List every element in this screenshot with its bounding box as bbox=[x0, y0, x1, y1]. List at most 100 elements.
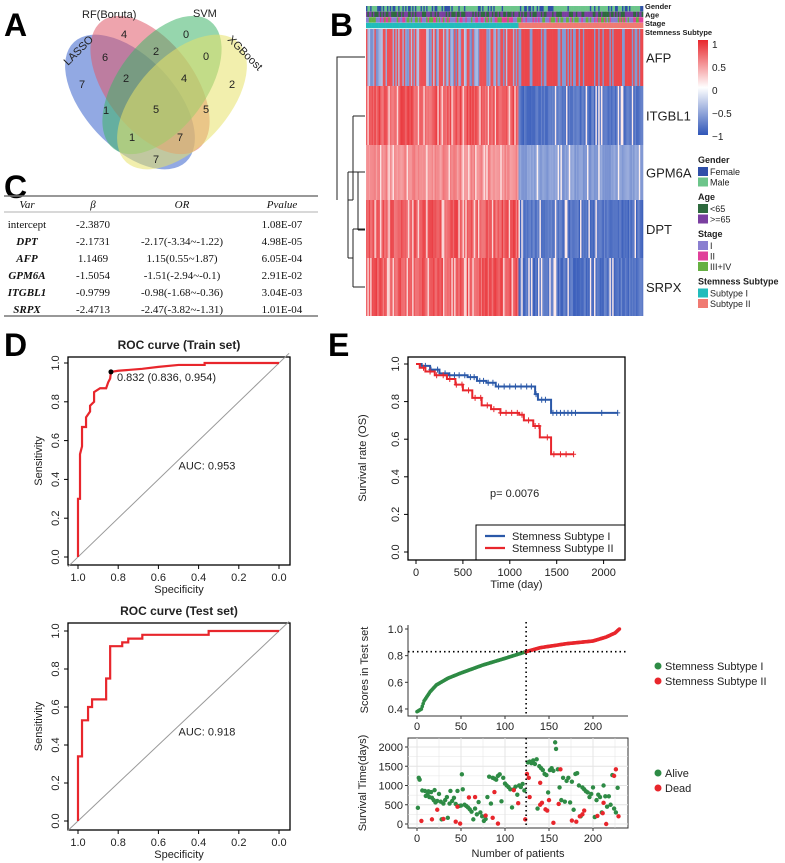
heatmap-cell bbox=[601, 145, 603, 200]
heatmap-cell bbox=[584, 29, 586, 86]
heatmap-cell bbox=[463, 200, 466, 258]
annotation-cell bbox=[564, 17, 567, 23]
alive-point bbox=[474, 812, 480, 817]
heatmap-cell bbox=[619, 29, 621, 86]
heatmap-cell bbox=[624, 145, 627, 200]
x-tick-label: 0.4 bbox=[191, 837, 206, 849]
heatmap-cell bbox=[571, 200, 574, 258]
annotation-cell bbox=[449, 6, 452, 12]
heatmap-cell bbox=[412, 258, 414, 316]
heatmap-cell bbox=[452, 145, 455, 200]
x-tick-label: 0.0 bbox=[271, 837, 286, 849]
legend-dot bbox=[654, 784, 662, 792]
annotation-cell bbox=[423, 11, 426, 17]
heatmap-cell bbox=[385, 200, 388, 258]
annotation-cell bbox=[385, 22, 388, 29]
annotation-cell bbox=[458, 22, 461, 29]
annotation-cell bbox=[603, 11, 606, 17]
heatmap-cell bbox=[608, 258, 610, 316]
heatmap-cell bbox=[508, 145, 511, 200]
heatmap-cell bbox=[536, 29, 539, 86]
annotation-cell bbox=[494, 11, 497, 17]
heatmap-cell bbox=[371, 29, 374, 86]
heatmap-cell bbox=[454, 29, 456, 86]
heatmap-cell bbox=[379, 29, 382, 86]
heatmap-cell bbox=[578, 29, 581, 86]
annotation-cell bbox=[617, 17, 620, 23]
table-cell-or: -0.98(-1.68~-0.36) bbox=[141, 287, 223, 299]
censor-mark bbox=[466, 387, 472, 394]
annotation-cell bbox=[379, 22, 382, 29]
censor-mark bbox=[459, 381, 465, 388]
heatmap-cell bbox=[480, 145, 483, 200]
annotation-cell bbox=[584, 11, 586, 17]
annotation-cell bbox=[603, 22, 606, 29]
annotation-cell bbox=[431, 17, 434, 23]
dead-point bbox=[466, 795, 472, 800]
annotation-cell bbox=[452, 6, 455, 12]
heatmap-cell bbox=[399, 86, 402, 145]
x-tick-label: 200 bbox=[584, 721, 602, 733]
heatmap-cell bbox=[540, 86, 543, 145]
annotation-cell bbox=[477, 6, 480, 12]
annotation-cell bbox=[594, 22, 596, 29]
heatmap-cell bbox=[629, 145, 631, 200]
annotation-cell bbox=[451, 17, 454, 23]
heatmap-cell bbox=[403, 29, 406, 86]
heatmap-cell bbox=[475, 86, 477, 145]
annotation-cell bbox=[582, 22, 585, 29]
table-cell-pvalue: 1.08E-07 bbox=[262, 219, 303, 231]
annotation-cell bbox=[465, 6, 468, 12]
heatmap-cell bbox=[427, 145, 430, 200]
legend-box bbox=[475, 524, 626, 561]
heatmap-cell bbox=[423, 86, 426, 145]
heatmap-cell bbox=[596, 200, 599, 258]
annotation-cell bbox=[496, 6, 498, 12]
annotation-cell bbox=[637, 22, 640, 29]
annotation-cell bbox=[587, 22, 589, 29]
heatmap-cell bbox=[444, 145, 447, 200]
annotation-cell bbox=[430, 6, 433, 12]
heatmap-cell bbox=[595, 145, 598, 200]
heatmap-cell bbox=[424, 258, 427, 316]
alive-point bbox=[562, 799, 568, 804]
annotation-cell bbox=[389, 11, 392, 17]
annotation-cell bbox=[571, 22, 574, 29]
heatmap-cell bbox=[466, 145, 469, 200]
heatmap-cell bbox=[535, 29, 537, 86]
annotation-cell bbox=[385, 11, 388, 17]
heatmap-cell bbox=[526, 258, 529, 316]
annotation-cell bbox=[504, 22, 507, 29]
heatmap-cell bbox=[532, 145, 535, 200]
annotation-cell bbox=[409, 6, 412, 12]
annotation-cell bbox=[476, 11, 479, 17]
heatmap-cell bbox=[400, 86, 403, 145]
heatmap-cell bbox=[426, 145, 428, 200]
heatmap-cell bbox=[455, 258, 458, 316]
heatmap-cell bbox=[547, 200, 550, 258]
heatmap-cell bbox=[433, 258, 435, 316]
heatmap-cell bbox=[587, 258, 589, 316]
table-cell-or: -2.47(-3.82~-1.31) bbox=[141, 304, 223, 316]
annotation-cell bbox=[421, 22, 424, 29]
legend-label: Stemness Subtype I bbox=[512, 531, 610, 543]
annotation-cell bbox=[616, 17, 619, 23]
annotation-cell bbox=[416, 11, 419, 17]
annotation-cell bbox=[377, 6, 379, 12]
heatmap-cell bbox=[640, 29, 642, 86]
annotation-cell bbox=[599, 17, 602, 23]
heatmap-cell bbox=[477, 145, 480, 200]
annotation-cell bbox=[440, 22, 442, 29]
heatmap-cell bbox=[469, 200, 472, 258]
annotation-cell bbox=[554, 22, 557, 29]
heatmap-cell bbox=[539, 86, 542, 145]
annotation-cell bbox=[575, 17, 578, 23]
annotation-cell bbox=[543, 22, 546, 29]
annotation-cell bbox=[441, 11, 444, 17]
heatmap-cell bbox=[596, 86, 599, 145]
annotation-cell bbox=[620, 11, 623, 17]
annotation-cell bbox=[553, 6, 556, 12]
heatmap-cell bbox=[508, 200, 511, 258]
heatmap-cell bbox=[412, 86, 414, 145]
alive-point bbox=[460, 787, 465, 792]
